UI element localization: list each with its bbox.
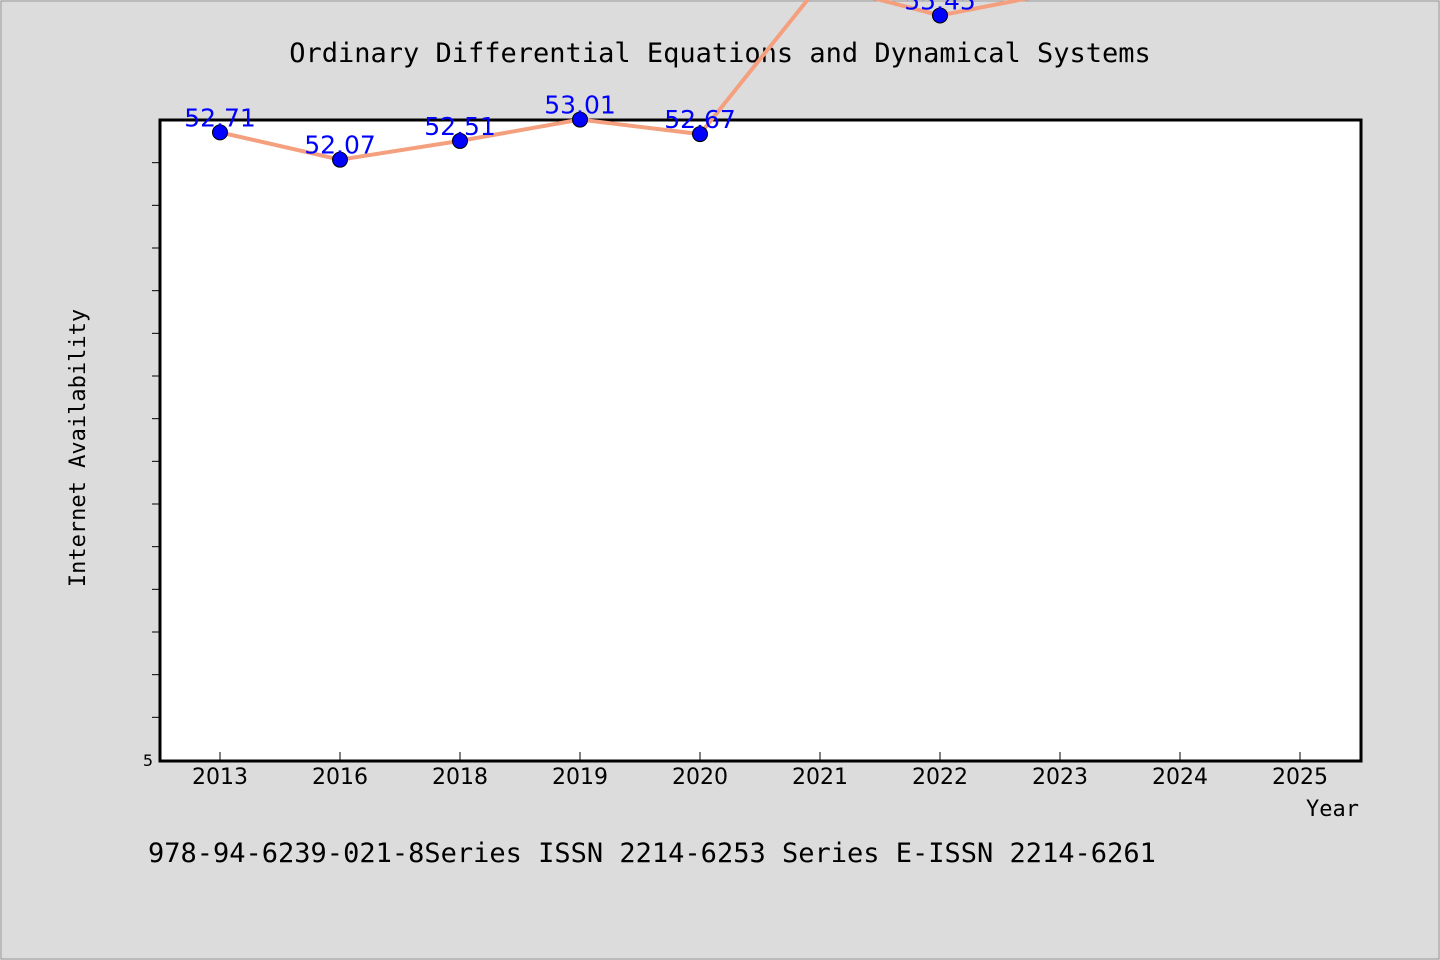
data-point-marker <box>452 132 468 149</box>
footer-isbn-issn: 978-94-6239-021-8Series ISSN 2214-6253 S… <box>148 838 1156 869</box>
data-point-marker <box>692 126 708 143</box>
plot-area <box>158 118 1363 763</box>
data-point-marker <box>212 124 228 141</box>
x-tick-label: 2018 <box>432 765 488 790</box>
x-tick-label: 2020 <box>672 765 728 790</box>
x-axis-tick-labels: 2013 2016 2018 2019 2020 2021 2022 2023 2024 2025 <box>192 765 1328 790</box>
data-label: 52.51 <box>424 112 496 141</box>
series-markers <box>212 7 948 168</box>
data-label: 52.71 <box>184 103 256 132</box>
y-axis-title: Internet Availability <box>66 309 91 587</box>
x-tick-label: 2023 <box>1032 765 1088 790</box>
data-label: 53.01 <box>544 91 616 120</box>
y-axis-min-label: 5 <box>143 751 153 770</box>
x-tick-label: 2019 <box>552 765 608 790</box>
data-label: 52.67 <box>664 105 736 134</box>
data-point-marker <box>332 151 348 168</box>
x-tick-label: 2022 <box>912 765 968 790</box>
data-label: 52.07 <box>304 131 376 160</box>
series-line-path <box>218 0 1030 162</box>
x-axis-title: Year <box>1306 797 1359 822</box>
x-axis-ticks <box>219 752 1301 760</box>
chart-title: Ordinary Differential Equations and Dyna… <box>289 38 1151 69</box>
y-axis-ticks <box>152 162 160 718</box>
data-point-marker <box>572 111 588 128</box>
x-tick-label: 2024 <box>1152 765 1208 790</box>
x-tick-label: 2021 <box>792 765 848 790</box>
data-label: 55.45 <box>904 0 976 15</box>
series-line <box>218 0 1030 162</box>
x-tick-label: 2013 <box>192 765 248 790</box>
x-tick-label: 2016 <box>312 765 368 790</box>
x-tick-label: 2025 <box>1272 765 1328 790</box>
data-point-marker <box>932 7 948 24</box>
data-labels: 52.7152.0752.5153.0152.6756.1855.455659.… <box>184 0 976 160</box>
